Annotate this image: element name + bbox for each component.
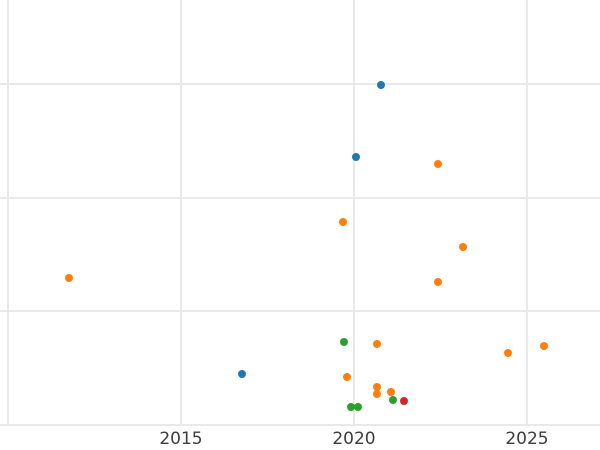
gridline-vertical xyxy=(179,0,182,426)
gridline-vertical xyxy=(6,0,9,426)
x-tick-label: 2020 xyxy=(332,429,376,449)
data-point-series-blue xyxy=(352,152,361,161)
data-point-series-blue xyxy=(237,369,246,378)
data-point-series-blue xyxy=(376,81,385,90)
data-point-series-orange xyxy=(434,159,443,168)
x-tick-label: 2025 xyxy=(505,429,549,449)
gridline-vertical xyxy=(352,0,355,426)
data-point-series-orange xyxy=(343,373,352,382)
data-point-series-orange xyxy=(503,349,512,358)
x-axis: 2015 2020 2025 xyxy=(0,426,600,450)
gridline-horizontal xyxy=(0,196,600,199)
data-point-series-orange xyxy=(372,390,381,399)
data-point-series-green xyxy=(354,402,363,411)
gridline-horizontal xyxy=(0,83,600,86)
data-point-series-orange xyxy=(434,277,443,286)
data-point-series-orange xyxy=(338,217,347,226)
x-tick-label: 2015 xyxy=(159,429,203,449)
data-point-series-red xyxy=(400,397,409,405)
data-point-series-orange xyxy=(539,342,548,351)
gridline-horizontal xyxy=(0,310,600,313)
data-point-series-orange xyxy=(64,274,73,283)
plot-area xyxy=(0,0,600,426)
data-point-series-orange xyxy=(372,383,381,392)
data-point-series-orange xyxy=(458,242,467,251)
data-point-series-orange xyxy=(372,340,381,349)
data-point-series-green xyxy=(339,337,348,346)
data-point-series-green xyxy=(389,395,398,404)
gridline-horizontal xyxy=(0,423,600,426)
data-point-series-orange xyxy=(387,387,395,396)
gridline-vertical xyxy=(525,0,528,426)
data-point-series-green xyxy=(346,402,355,411)
